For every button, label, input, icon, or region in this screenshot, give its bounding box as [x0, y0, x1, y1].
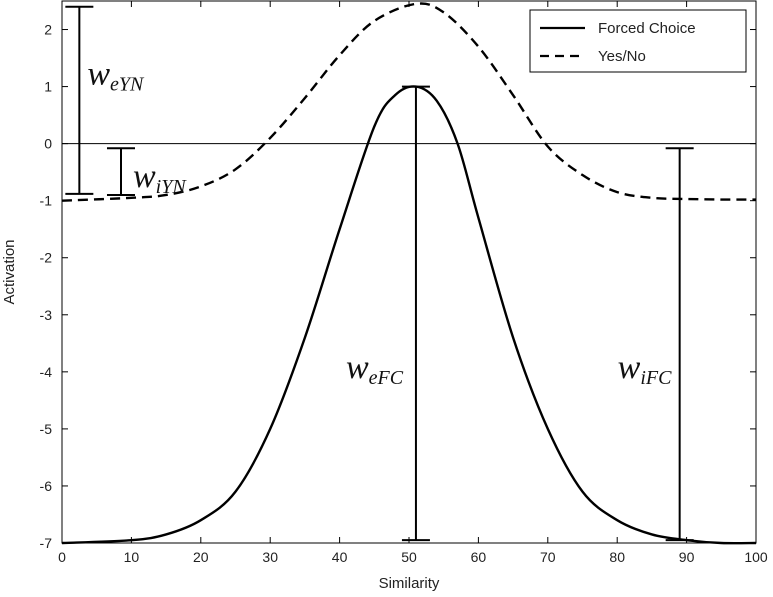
x-tick-label: 40 — [332, 549, 348, 565]
y-tick-label: -2 — [40, 250, 53, 266]
x-axis: 0 10 20 30 40 50 60 70 80 90 100 — [58, 1, 768, 565]
x-tick-label: 0 — [58, 549, 66, 565]
legend-box — [529, 9, 747, 73]
annotation-w-iyn-label: wiYN — [133, 158, 187, 198]
y-axis-label: Activation — [1, 239, 18, 304]
y-tick-label: -7 — [40, 535, 53, 551]
series-line-yes-no — [61, 2, 757, 202]
annotation-w-ifc-label: wiFC — [618, 349, 672, 389]
y-tick-label: -6 — [40, 478, 53, 494]
annotation-w-eyn-label: weYN — [87, 55, 145, 95]
x-tick-label: 50 — [401, 549, 417, 565]
y-tick-label: 1 — [44, 79, 52, 95]
plot-area: weYN wiYN weFC wiFC — [61, 0, 757, 545]
y-tick-label: 2 — [44, 22, 52, 38]
legend-label-forced-choice: Forced Choice — [598, 20, 696, 37]
x-tick-label: 70 — [540, 549, 556, 565]
legend-label-yes-no: Yes/No — [598, 48, 646, 65]
x-tick-label: 60 — [471, 549, 487, 565]
annotation-w-efc-label: weFC — [346, 349, 404, 389]
annotation-layer: weYN wiYN weFC wiFC — [65, 5, 694, 542]
x-tick-label: 100 — [744, 549, 768, 565]
y-axis: 2 1 0 -1 -2 -3 -4 -5 -6 -7 — [40, 22, 756, 551]
x-axis-label: Similarity — [379, 575, 440, 592]
x-tick-label: 10 — [124, 549, 140, 565]
x-tick-label: 20 — [193, 549, 209, 565]
y-tick-label: -5 — [40, 421, 53, 437]
x-tick-label: 80 — [609, 549, 625, 565]
y-tick-label: -4 — [40, 364, 53, 380]
plot-frame — [61, 0, 757, 544]
legend: Forced Choice Yes/No — [529, 9, 747, 73]
x-tick-label: 90 — [679, 549, 695, 565]
y-tick-label: -1 — [40, 193, 53, 209]
series-line-forced-choice — [61, 85, 757, 545]
y-tick-label: 0 — [44, 136, 52, 152]
x-tick-label: 30 — [262, 549, 278, 565]
series-layer — [61, 2, 757, 545]
y-tick-label: -3 — [40, 307, 53, 323]
